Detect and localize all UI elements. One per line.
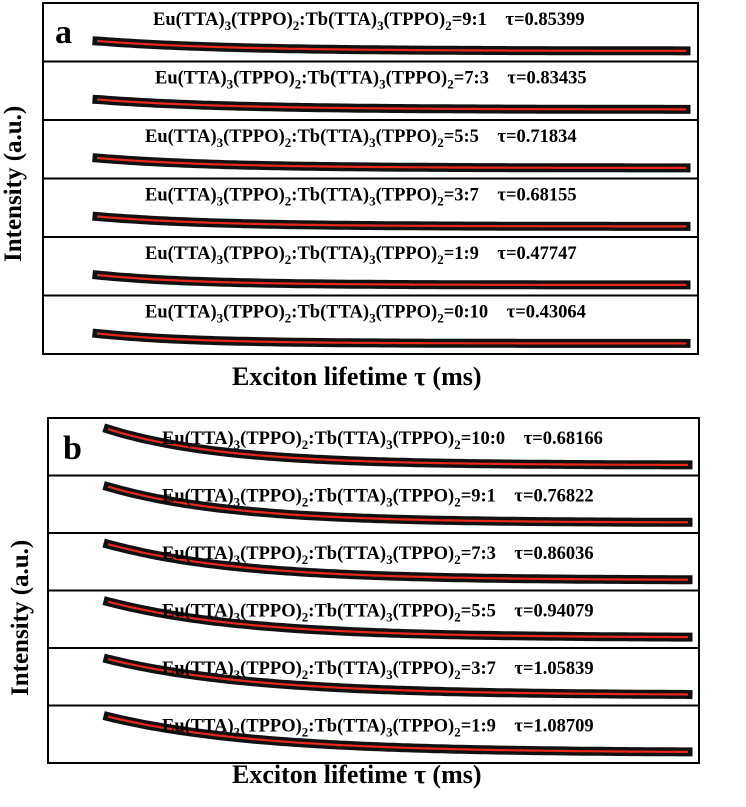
subplot-b-6: Eu(TTA)3(TPPO)2:Tb(TTA)3(TPPO)2=1:9 τ=1.… — [47, 704, 700, 764]
series-label: Eu(TTA)3(TPPO)2:Tb(TTA)3(TPPO)2=7:3 τ=0.… — [155, 69, 587, 92]
series-label: Eu(TTA)3(TPPO)2:Tb(TTA)3(TPPO)2=1:9 τ=0.… — [145, 244, 577, 267]
subplot-a-2: Eu(TTA)3(TPPO)2:Tb(TTA)3(TPPO)2=7:3 τ=0.… — [42, 60, 699, 121]
decay-fit-curve — [107, 543, 688, 581]
subplot-a-1: Eu(TTA)3(TPPO)2:Tb(TTA)3(TPPO)2=9:1 τ=0.… — [42, 2, 699, 63]
subplot-b-3: Eu(TTA)3(TPPO)2:Tb(TTA)3(TPPO)2=7:3 τ=0.… — [47, 532, 700, 592]
panel-b-x-axis-label: Exciton lifetime τ (ms) — [232, 760, 482, 789]
series-label: Eu(TTA)3(TPPO)2:Tb(TTA)3(TPPO)2=9:1 τ=0.… — [162, 487, 594, 510]
decay-fit-curve — [96, 156, 686, 169]
decay-fit-curve — [96, 332, 686, 345]
subplot-frame — [47, 704, 700, 764]
subplot-a-4: Eu(TTA)3(TPPO)2:Tb(TTA)3(TPPO)2=3:7 τ=0.… — [42, 177, 699, 238]
decay-fit-curve — [96, 98, 686, 111]
decay-fit-curve — [96, 215, 686, 228]
series-label: Eu(TTA)3(TPPO)2:Tb(TTA)3(TPPO)2=10:0 τ=0… — [162, 429, 603, 452]
panel-b-plot: Eu(TTA)3(TPPO)2:Tb(TTA)3(TPPO)2=10:0 τ=0… — [47, 417, 700, 764]
panel-b: Eu(TTA)3(TPPO)2:Tb(TTA)3(TPPO)2=10:0 τ=0… — [0, 412, 746, 807]
subplot-a-5: Eu(TTA)3(TPPO)2:Tb(TTA)3(TPPO)2=1:9 τ=0.… — [42, 236, 699, 297]
decay-fit-curve — [107, 485, 688, 524]
panel-a-x-axis-label: Exciton lifetime τ (ms) — [232, 362, 482, 391]
subplot-a-3: Eu(TTA)3(TPPO)2:Tb(TTA)3(TPPO)2=5:5 τ=0.… — [42, 119, 699, 180]
panel-b-y-axis-label: Intensity (a.u.) — [7, 539, 34, 696]
subplot-a-6: Eu(TTA)3(TPPO)2:Tb(TTA)3(TPPO)2=0:10 τ=0… — [42, 294, 699, 355]
subplot-b-2: Eu(TTA)3(TPPO)2:Tb(TTA)3(TPPO)2=9:1 τ=0.… — [47, 474, 700, 534]
decay-fit-curve — [96, 39, 686, 52]
subplot-b-4: Eu(TTA)3(TPPO)2:Tb(TTA)3(TPPO)2=5:5 τ=0.… — [47, 589, 700, 649]
decay-fit-curve — [107, 428, 688, 466]
series-label: Eu(TTA)3(TPPO)2:Tb(TTA)3(TPPO)2=9:1 τ=0.… — [153, 10, 585, 33]
subplot-b-1: Eu(TTA)3(TPPO)2:Tb(TTA)3(TPPO)2=10:0 τ=0… — [47, 417, 700, 477]
decay-fit-curve — [107, 658, 689, 696]
panel-a: Eu(TTA)3(TPPO)2:Tb(TTA)3(TPPO)2=9:1 τ=0.… — [0, 0, 746, 400]
subplot-b-5: Eu(TTA)3(TPPO)2:Tb(TTA)3(TPPO)2=3:7 τ=1.… — [47, 647, 700, 707]
series-label: Eu(TTA)3(TPPO)2:Tb(TTA)3(TPPO)2=5:5 τ=0.… — [162, 602, 594, 625]
decay-fit-curve — [107, 600, 688, 639]
panel-a-letter: a — [55, 14, 72, 51]
panel-a-y-axis-label: Intensity (a.u.) — [0, 105, 27, 262]
panel-a-plot: Eu(TTA)3(TPPO)2:Tb(TTA)3(TPPO)2=9:1 τ=0.… — [42, 2, 699, 355]
decay-fit-curve — [96, 273, 686, 286]
decay-fit-curve — [107, 715, 688, 753]
series-label: Eu(TTA)3(TPPO)2:Tb(TTA)3(TPPO)2=7:3 τ=0.… — [162, 544, 594, 567]
subplot-frame — [42, 294, 699, 355]
series-label: Eu(TTA)3(TPPO)2:Tb(TTA)3(TPPO)2=3:7 τ=1.… — [162, 659, 594, 682]
series-label: Eu(TTA)3(TPPO)2:Tb(TTA)3(TPPO)2=1:9 τ=1.… — [162, 717, 594, 740]
series-label: Eu(TTA)3(TPPO)2:Tb(TTA)3(TPPO)2=0:10 τ=0… — [145, 303, 586, 326]
series-label: Eu(TTA)3(TPPO)2:Tb(TTA)3(TPPO)2=5:5 τ=0.… — [145, 127, 577, 150]
panel-b-letter: b — [63, 430, 82, 467]
series-label: Eu(TTA)3(TPPO)2:Tb(TTA)3(TPPO)2=3:7 τ=0.… — [145, 186, 577, 209]
